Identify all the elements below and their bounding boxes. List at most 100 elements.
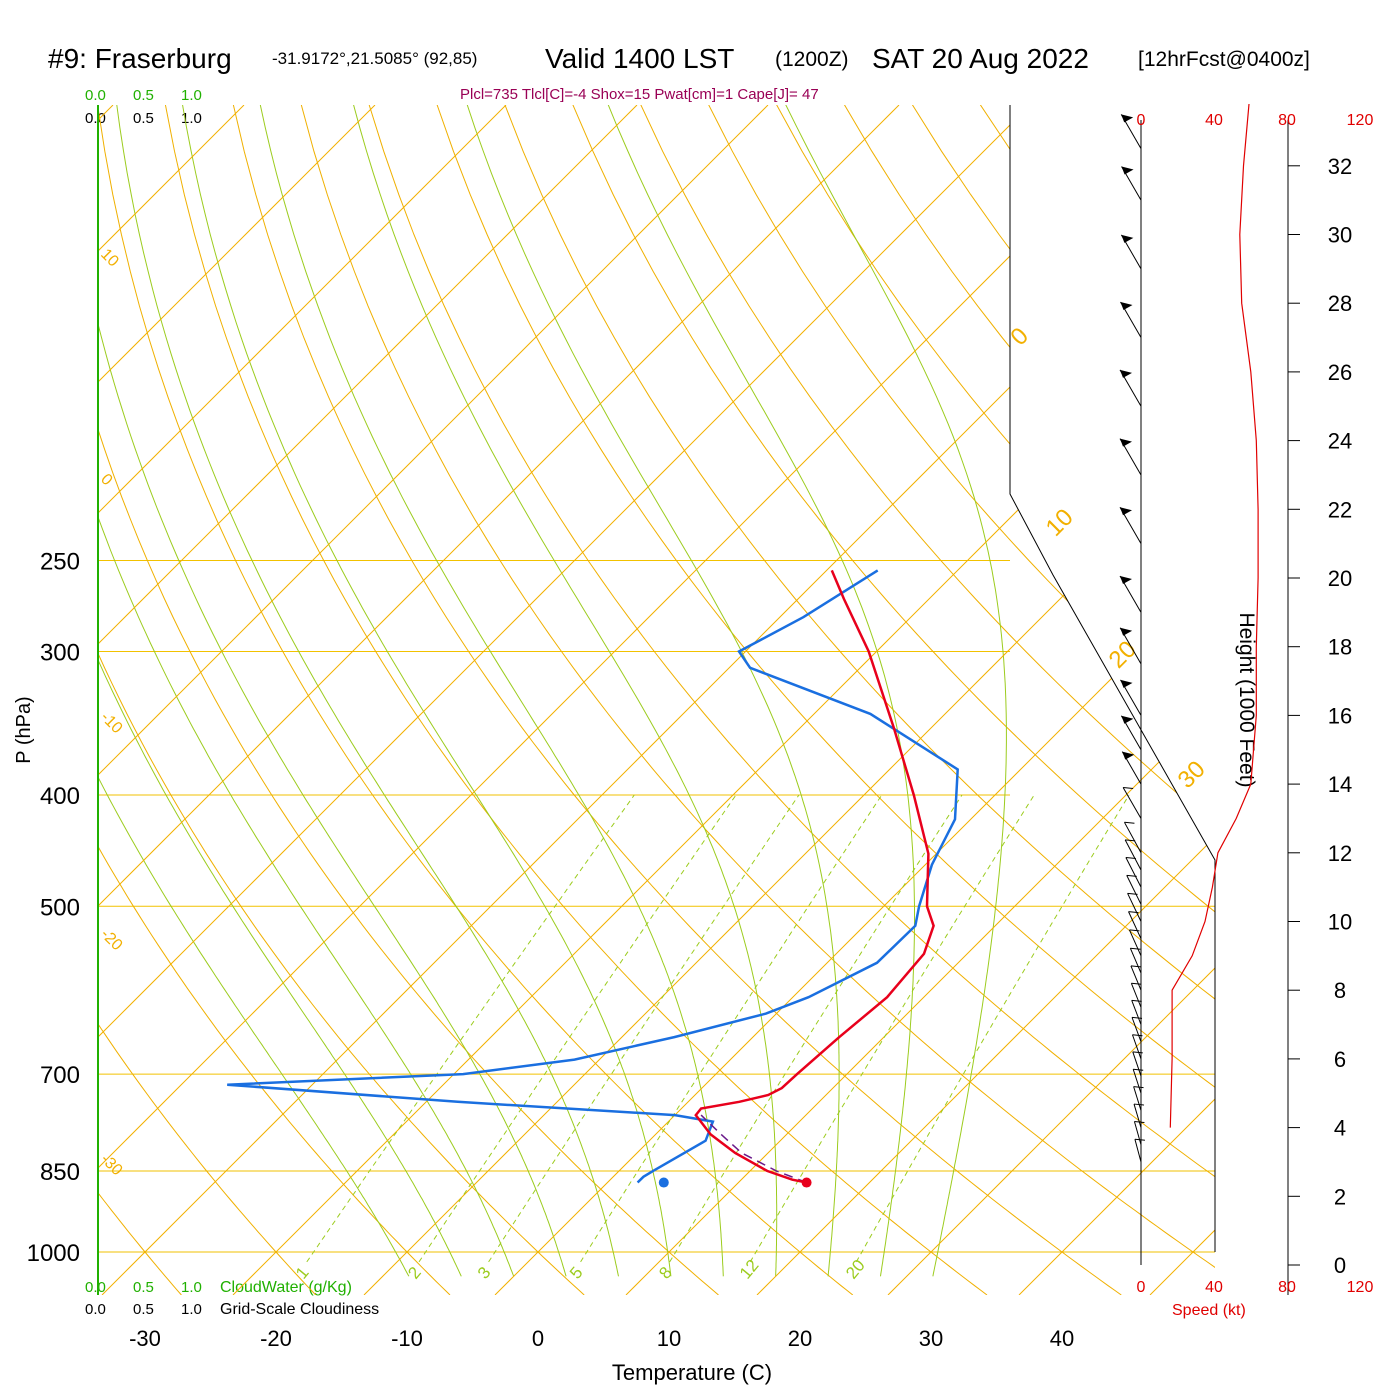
height-tick-label: 6 xyxy=(1334,1047,1346,1072)
moist-adiabat xyxy=(98,105,567,1277)
cloudiness-tick-bottom: 0.0 xyxy=(85,1301,106,1318)
dry-adiabat xyxy=(843,105,1215,1295)
isotherm-line xyxy=(98,105,900,1295)
wind-barb-staff xyxy=(1134,1139,1142,1163)
wind-barb-pennant xyxy=(1120,438,1132,447)
dry-adiabat xyxy=(639,105,1215,1295)
cloudiness-tick-bottom: 1.0 xyxy=(181,1301,202,1318)
isotherm-line xyxy=(98,105,769,1295)
valid-date: SAT 20 Aug 2022 xyxy=(872,43,1089,74)
height-tick-label: 22 xyxy=(1328,497,1352,522)
moist-adiabats xyxy=(98,105,1007,1277)
speed-tick-label: 40 xyxy=(1205,112,1223,129)
mixing-ratio-line xyxy=(749,794,1035,1263)
isotherm-label: 30 xyxy=(1173,756,1211,794)
dry-adiabat xyxy=(368,105,1215,1295)
wind-barb-feather xyxy=(1129,929,1140,932)
wind-barb-staff xyxy=(1126,875,1142,905)
mixing-ratio-label: 2 xyxy=(404,1263,425,1282)
wind-barb-feather xyxy=(1125,839,1136,842)
pressure-tick-label: 1000 xyxy=(27,1240,80,1267)
valid-time: Valid 1400 LST xyxy=(545,43,734,74)
cloudwater-tick-bottom: 0.0 xyxy=(85,1279,106,1296)
dry-adiabat xyxy=(1251,104,1400,1295)
wind-barb-pennant xyxy=(1120,369,1132,378)
moist-adiabat xyxy=(259,105,724,1277)
wind-barb-pennant xyxy=(1121,715,1134,724)
wind-barb-pennant xyxy=(1120,679,1133,688)
cloudwater-tick-bottom: 1.0 xyxy=(181,1279,202,1296)
isotherm-line xyxy=(1149,105,1215,1295)
mixing-ratio-line xyxy=(488,794,800,1263)
moist-adiabat xyxy=(98,105,462,1277)
dry-adiabat xyxy=(232,105,1122,1295)
temperature-tick-label: -20 xyxy=(260,1326,292,1351)
wind-barb-pennant xyxy=(1121,234,1134,243)
speed-tick-label: 0 xyxy=(1137,112,1146,129)
dry-adiabat xyxy=(98,105,585,1295)
isotherms xyxy=(98,105,1215,1295)
isotherm-line xyxy=(232,105,1215,1295)
wind-barb-feather xyxy=(1132,1051,1143,1054)
speed-tick-label: 80 xyxy=(1278,112,1296,129)
surface-dewpoint-point xyxy=(658,1177,669,1188)
moist-adiabat xyxy=(98,105,515,1277)
wind-barb-feather xyxy=(1131,1016,1143,1019)
wind-barb-staff xyxy=(1131,1017,1142,1042)
cloudiness-tick-bottom: 0.5 xyxy=(133,1301,154,1318)
height-tick-label: 30 xyxy=(1328,223,1352,248)
mixing-ratio-label: 12 xyxy=(736,1256,763,1283)
speed-tick-label: 40 xyxy=(1205,1279,1223,1296)
height-tick-label: 18 xyxy=(1328,635,1352,660)
wind-barb-staff xyxy=(1128,929,1142,957)
wind-barbs xyxy=(1119,114,1145,1163)
height-tick-label: 24 xyxy=(1328,429,1352,454)
dry-adiabat xyxy=(707,105,1215,1295)
moist-adiabat xyxy=(116,105,619,1277)
dry-adiabat xyxy=(775,105,1215,1295)
isotherm-line xyxy=(98,105,1162,1295)
dry-adiabat xyxy=(1046,105,1215,1295)
height-tick-label: 4 xyxy=(1334,1116,1346,1141)
isotherm-line xyxy=(98,105,638,1295)
wind-barb-pennant xyxy=(1120,575,1132,584)
wind-barb-staff xyxy=(1124,839,1142,871)
height-axis-label: Height (1000 Feet) xyxy=(1235,612,1258,787)
pressure-tick-label: 850 xyxy=(40,1159,80,1186)
temperature-ticks: -30 -20 -10 0 10 20 30 40 xyxy=(129,1326,1074,1351)
sounding-indices: Plcl=735 Tlcl[C]=-4 Shox=15 Pwat[cm]=1 C… xyxy=(460,86,819,103)
wind-barb-staff xyxy=(1132,1069,1142,1094)
zulu-time: (1200Z) xyxy=(775,48,849,71)
cloudwater-label: CloudWater (g/Kg) xyxy=(220,1279,352,1296)
moist-adiabat xyxy=(98,105,410,1277)
height-tick-label: 16 xyxy=(1328,703,1352,728)
wind-barb-staff xyxy=(1133,1086,1142,1111)
moist-adiabat xyxy=(784,105,1007,1277)
isotherm-line xyxy=(98,105,1031,1295)
pressure-tick-label: 700 xyxy=(40,1062,80,1089)
isotherm-line xyxy=(98,105,245,1295)
dry-adiabat xyxy=(98,105,317,1295)
isotherm-line xyxy=(363,105,1215,1295)
wind-speed-line xyxy=(1169,103,1259,1128)
wind-barb-staff xyxy=(1128,911,1142,939)
isotherm-label: -30 xyxy=(97,1151,125,1179)
dewpoint-line xyxy=(227,569,959,1184)
height-tick-label: 14 xyxy=(1328,772,1352,797)
pressure-tick-label: 500 xyxy=(40,894,80,921)
height-tick-label: 20 xyxy=(1328,566,1352,591)
mixing-ratio-line xyxy=(580,794,883,1263)
speed-axis-label: Speed (kt) xyxy=(1172,1302,1246,1319)
wind-barb-pennant xyxy=(1120,627,1133,636)
temperature-tick-label: -10 xyxy=(391,1326,423,1351)
wind-barb-pennant xyxy=(1121,114,1134,123)
isotherm-label: -10 xyxy=(97,709,125,737)
temperature-tick-label: 40 xyxy=(1050,1326,1074,1351)
parcel-line xyxy=(700,1114,807,1184)
mixing-ratio-line xyxy=(855,794,1130,1263)
dry-adiabat xyxy=(1319,104,1400,1295)
dry-adiabat xyxy=(1182,105,1215,1295)
cloudwater-tick-top: 0.0 xyxy=(85,87,106,104)
